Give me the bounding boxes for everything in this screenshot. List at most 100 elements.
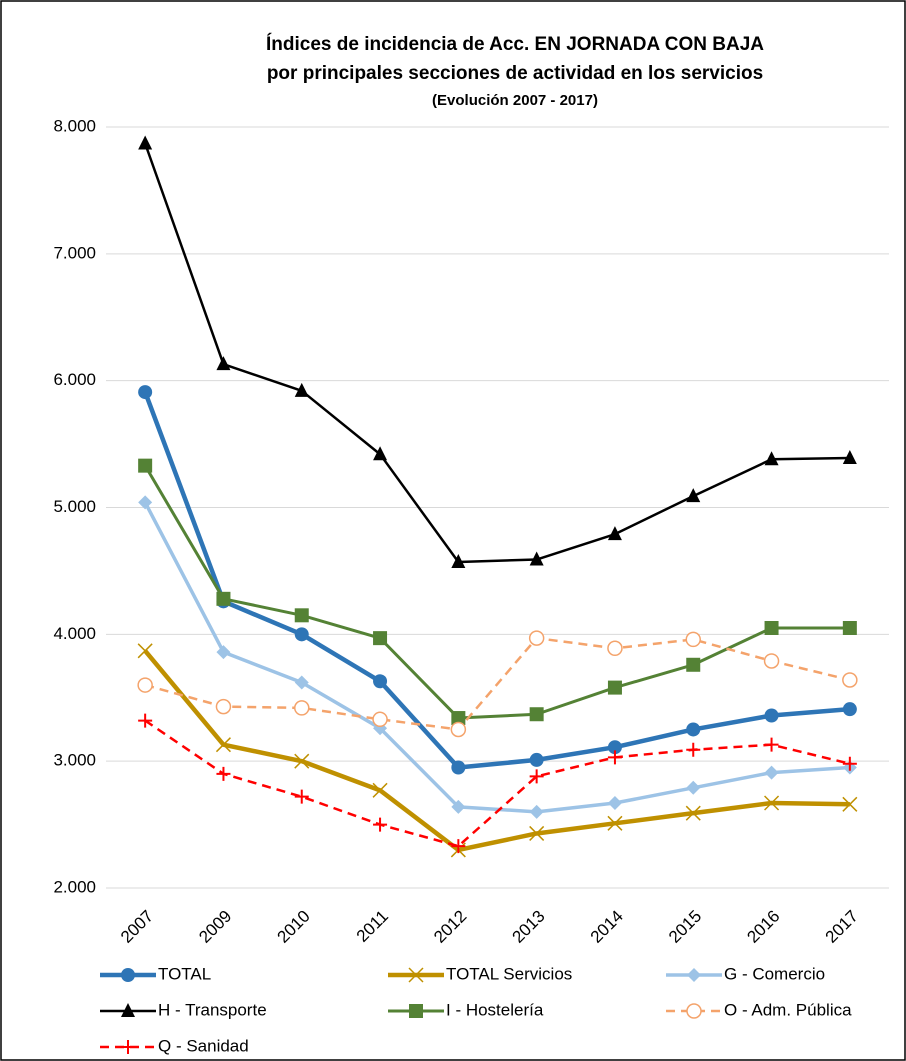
legend-label: TOTAL: [158, 964, 211, 983]
marker: [215, 737, 231, 753]
marker: [294, 753, 310, 769]
marker: [451, 711, 466, 726]
marker: [686, 657, 701, 672]
marker: [764, 620, 779, 635]
marker: [686, 780, 701, 795]
marker: [842, 620, 857, 635]
legend-label: TOTAL Servicios: [446, 964, 572, 983]
marker: [451, 554, 466, 569]
marker: [842, 796, 858, 812]
legend-item: G - Comercio: [666, 964, 825, 983]
chart-subtitle: por principales secciones de actividad e…: [267, 63, 763, 84]
marker: [373, 817, 388, 832]
line: [144, 636, 851, 731]
line: [143, 649, 850, 853]
chart-title: Índices de incidencia de Acc. EN JORNADA…: [266, 33, 764, 55]
marker: [294, 382, 309, 397]
marker: [607, 740, 622, 755]
marker: [764, 737, 779, 752]
legend-item: I - Hostelería: [388, 1000, 544, 1019]
marker: [373, 674, 388, 689]
marker: [763, 653, 780, 669]
marker: [294, 675, 309, 690]
marker: [294, 627, 309, 642]
marker: [764, 765, 779, 780]
legend-label: I - Hostelería: [446, 1000, 544, 1019]
series: [138, 135, 857, 569]
line: [143, 464, 850, 720]
marker: [137, 677, 153, 693]
marker: [294, 789, 309, 804]
marker: [842, 756, 857, 771]
legend-label: H - Transporte: [158, 1000, 267, 1019]
line: [144, 719, 851, 848]
marker: [451, 799, 466, 814]
legend-item: O - Adm. Pública: [666, 1000, 852, 1019]
legend-marker: [121, 1040, 135, 1054]
y-tick-label: 7.000: [53, 243, 96, 262]
y-tick-label: 4.000: [53, 624, 96, 643]
series: [138, 458, 857, 726]
marker: [215, 698, 232, 715]
line: [143, 501, 850, 814]
marker: [138, 495, 153, 510]
series: [138, 713, 857, 854]
y-tick-label: 5.000: [53, 497, 96, 516]
marker: [372, 782, 388, 798]
marker: [607, 640, 623, 657]
marker: [451, 760, 466, 775]
legend-marker: [409, 1004, 423, 1018]
legend-label: O - Adm. Pública: [724, 1000, 852, 1019]
marker: [216, 356, 231, 371]
marker: [607, 750, 622, 765]
legend-marker: [121, 1003, 135, 1017]
marker: [528, 630, 545, 646]
series: [137, 630, 858, 738]
marker: [529, 804, 544, 819]
legend-item: H - Transporte: [100, 1000, 267, 1019]
legend-marker: [121, 968, 135, 982]
y-tick-label: 8.000: [53, 116, 96, 135]
legend-label: G - Comercio: [724, 964, 825, 983]
marker: [764, 451, 779, 466]
marker: [137, 643, 153, 659]
y-tick-label: 6.000: [53, 370, 96, 389]
marker: [686, 742, 701, 757]
marker: [529, 825, 545, 841]
marker: [842, 672, 858, 688]
marker: [138, 458, 153, 473]
marker: [294, 608, 309, 623]
marker: [138, 385, 153, 400]
legend-label: Q - Sanidad: [158, 1036, 249, 1055]
marker: [372, 711, 388, 728]
marker: [842, 702, 857, 717]
marker: [529, 551, 544, 566]
marker: [138, 713, 153, 728]
marker: [529, 752, 544, 767]
marker: [607, 680, 622, 695]
marker: [686, 722, 701, 737]
marker: [529, 769, 544, 784]
legend-marker: [408, 967, 424, 983]
marker: [216, 766, 231, 781]
marker: [607, 796, 622, 811]
chart-subtitle-2: (Evolución 2007 - 2017): [432, 92, 598, 109]
y-tick-label: 2.000: [53, 877, 96, 896]
marker: [373, 446, 388, 461]
marker: [373, 631, 388, 646]
legend-item: TOTAL: [100, 964, 211, 983]
legend-item: TOTAL Servicios: [388, 964, 572, 983]
marker: [529, 707, 544, 722]
marker: [216, 591, 231, 606]
line: [143, 143, 850, 564]
marker: [294, 700, 310, 716]
marker: [685, 631, 701, 648]
marker: [842, 450, 857, 465]
series: [137, 643, 858, 858]
marker: [685, 805, 701, 821]
legend-marker: [686, 1003, 702, 1019]
marker: [764, 795, 780, 811]
y-tick-label: 3.000: [53, 751, 96, 770]
